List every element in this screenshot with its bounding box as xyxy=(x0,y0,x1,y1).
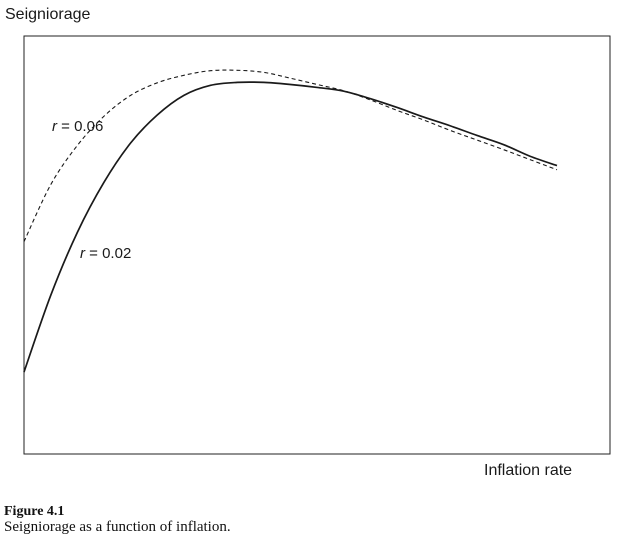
label-r-002: r = 0.02 xyxy=(80,245,131,262)
series-line-r-006 xyxy=(23,69,558,242)
label-r-006-value: = 0.06 xyxy=(57,118,103,135)
series-layer xyxy=(23,69,558,373)
label-r-002-value: = 0.02 xyxy=(85,245,131,262)
label-r-006: r = 0.06 xyxy=(52,118,103,135)
label-r-002-var: r xyxy=(80,245,86,262)
series-line-r-002 xyxy=(23,81,558,373)
x-axis-label: Inflation rate xyxy=(484,462,573,479)
plot-frame xyxy=(23,35,611,455)
label-r-006-var: r xyxy=(52,118,58,135)
figure-number: Figure 4.1 xyxy=(4,504,65,519)
y-axis-label: Seigniorage xyxy=(5,6,91,23)
figure-caption: Seigniorage as a function of inflation. xyxy=(4,519,231,535)
